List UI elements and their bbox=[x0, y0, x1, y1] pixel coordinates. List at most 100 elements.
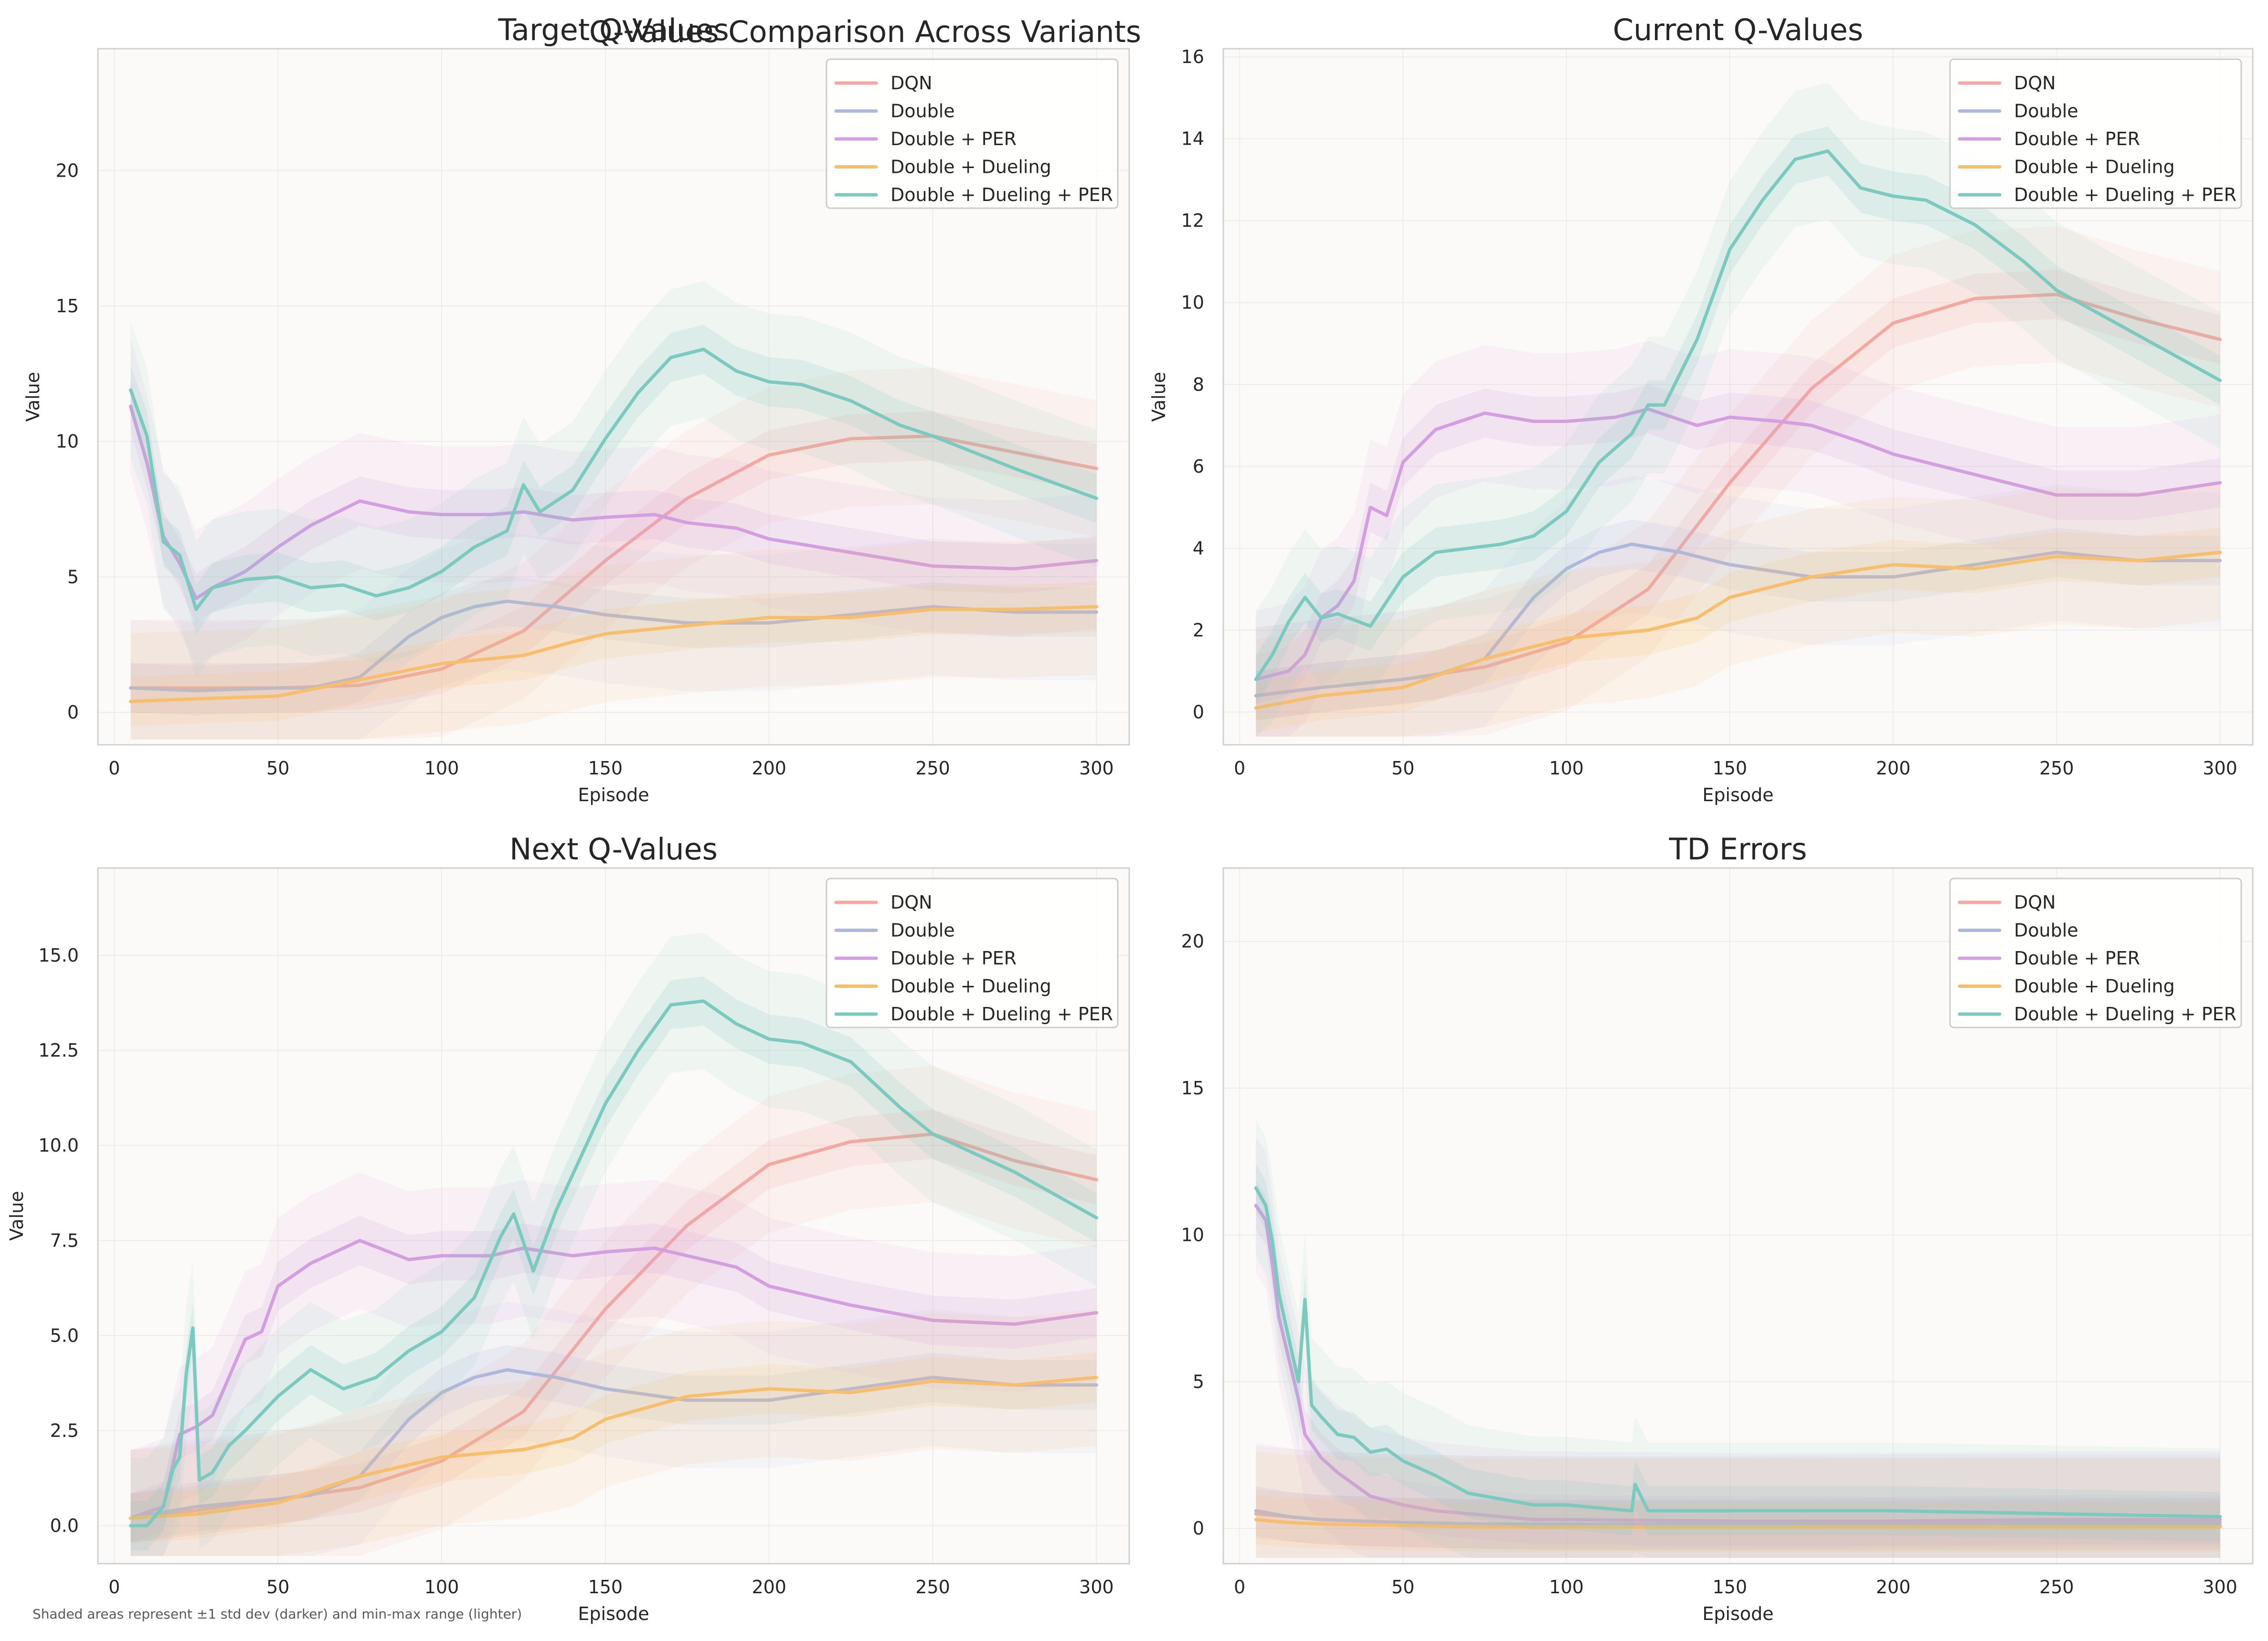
x-tick-label: 250 bbox=[2039, 1577, 2074, 1598]
x-tick-label: 250 bbox=[915, 758, 950, 779]
band-dqn bbox=[1256, 1445, 2220, 1558]
y-tick-label: 4 bbox=[1193, 538, 1204, 559]
y-tick-label: 2.5 bbox=[50, 1420, 79, 1441]
legend: DQN Double Double + PER Double + Dueling Dou… bbox=[826, 58, 1119, 209]
series-line-double-dueling-per bbox=[129, 999, 1098, 1527]
band-double-dueling bbox=[1256, 484, 2220, 737]
band-double-per bbox=[130, 338, 1097, 667]
series-line-double-per bbox=[129, 404, 1098, 601]
legend-label: Double + Dueling bbox=[2014, 976, 2175, 997]
band-dqn bbox=[130, 1066, 1097, 1556]
band-dqn bbox=[1256, 269, 2220, 720]
y-tick-label: 0 bbox=[67, 702, 79, 723]
y-tick-label: 10 bbox=[1181, 1224, 1204, 1245]
x-tick-label: 50 bbox=[266, 758, 289, 779]
y-tick-label: 20 bbox=[1181, 931, 1204, 952]
chart-title: Current Q-Values bbox=[1613, 12, 1863, 47]
band-double-dueling bbox=[130, 1309, 1097, 1556]
chart-panel-target-q-values: 0 50 100 150 200 250 300 0 5 10 15 20 Target Q-Value… bbox=[22, 12, 1130, 805]
x-tick-label: 300 bbox=[2203, 758, 2237, 779]
band-double-per bbox=[1256, 340, 2220, 737]
band-double-per bbox=[1256, 1181, 2220, 1546]
y-tick-label: 6 bbox=[1193, 456, 1204, 477]
legend-label: DQN bbox=[2014, 73, 2056, 94]
legend-label: DQN bbox=[2014, 892, 2056, 913]
band-dqn bbox=[130, 1109, 1097, 1543]
legend-box bbox=[826, 58, 1119, 209]
y-tick-label: 10.0 bbox=[38, 1135, 79, 1156]
legend-label: DQN bbox=[890, 73, 933, 94]
band-double-dueling-per bbox=[1256, 1163, 2220, 1542]
y-tick-label: 0.0 bbox=[50, 1515, 79, 1536]
legend: DQN Double Double + PER Double + Dueling Dou… bbox=[826, 878, 1119, 1028]
x-tick-label: 150 bbox=[1713, 758, 1748, 779]
x-tick-label: 0 bbox=[108, 758, 120, 779]
plot-frame bbox=[97, 867, 1130, 1565]
series-line-double bbox=[1254, 1509, 2222, 1526]
band-double bbox=[1256, 476, 2220, 737]
x-tick-label: 200 bbox=[752, 758, 786, 779]
legend-label: Double + Dueling + PER bbox=[2014, 184, 2236, 205]
x-tick-label: 50 bbox=[1391, 758, 1414, 779]
x-tick-label: 300 bbox=[1079, 1577, 1114, 1598]
band-double-dueling bbox=[130, 1353, 1097, 1543]
legend-label: Double bbox=[890, 920, 955, 941]
series-line-double bbox=[1254, 542, 2222, 698]
y-axis-label: Value bbox=[22, 372, 43, 422]
band-double bbox=[130, 1345, 1097, 1543]
band-double-dueling-per bbox=[1256, 126, 2220, 704]
legend: DQN Double Double + PER Double + Dueling Dou… bbox=[1949, 878, 2242, 1028]
y-tick-label: 15 bbox=[1181, 1078, 1204, 1099]
x-tick-label: 150 bbox=[588, 758, 623, 779]
x-tick-label: 100 bbox=[1549, 1577, 1584, 1598]
band-double bbox=[130, 533, 1097, 740]
legend-label: Double + PER bbox=[890, 128, 1017, 149]
series-line-double-dueling bbox=[1254, 1518, 2222, 1529]
band-double-dueling bbox=[1256, 528, 2220, 733]
chart-title: Next Q-Values bbox=[509, 832, 718, 867]
series-line-double-dueling-per bbox=[129, 348, 1098, 611]
legend-box bbox=[1949, 878, 2242, 1028]
x-tick-label: 0 bbox=[1234, 1577, 1245, 1598]
legend-label: DQN bbox=[890, 892, 933, 913]
figure-title: Q-Values Comparison Across Variants bbox=[589, 14, 1141, 49]
legend-label: Double bbox=[2014, 920, 2078, 941]
legend-label: Double + Dueling + PER bbox=[890, 184, 1113, 205]
series-line-double-dueling bbox=[129, 1376, 1098, 1520]
x-tick-label: 300 bbox=[1079, 758, 1114, 779]
band-double-per bbox=[130, 1216, 1097, 1543]
y-tick-label: 0 bbox=[1193, 1518, 1204, 1539]
band-double-per bbox=[1256, 1137, 2220, 1558]
series-line-double-dueling-per bbox=[1254, 1186, 2222, 1519]
x-axis-label: Episode bbox=[578, 784, 649, 805]
series-line-double-dueling bbox=[1254, 551, 2222, 710]
band-double-per bbox=[1256, 384, 2220, 704]
band-double-dueling bbox=[130, 538, 1097, 740]
band-double-dueling-per bbox=[130, 281, 1097, 678]
series-line-double bbox=[129, 599, 1098, 692]
y-tick-label: 10 bbox=[56, 431, 79, 452]
chart-panel-current-q-values: 0 50 100 150 200 250 300 0 2 4 6 8 10 12 14 16 Current Q… bbox=[1148, 12, 2254, 805]
series-line-double-dueling bbox=[129, 605, 1098, 703]
series-line-double-dueling-per bbox=[1254, 149, 2222, 681]
legend-label: Double + Dueling + PER bbox=[890, 1004, 1113, 1025]
y-tick-label: 8 bbox=[1193, 374, 1204, 395]
legend-label: Double + Dueling bbox=[890, 976, 1051, 997]
band-double-per bbox=[130, 1172, 1097, 1556]
legend-label: Double bbox=[2014, 101, 2078, 122]
x-tick-label: 150 bbox=[1713, 1577, 1748, 1598]
x-tick-label: 250 bbox=[2039, 758, 2074, 779]
band-double-per bbox=[130, 381, 1097, 624]
band-double-dueling-per bbox=[1256, 83, 2220, 737]
y-tick-label: 15 bbox=[56, 296, 79, 317]
x-tick-label: 50 bbox=[266, 1577, 289, 1598]
x-axis-label: Episode bbox=[1702, 784, 1773, 805]
y-tick-label: 16 bbox=[1181, 46, 1204, 67]
y-tick-label: 7.5 bbox=[50, 1230, 79, 1251]
x-tick-label: 50 bbox=[1391, 1577, 1414, 1598]
x-tick-label: 250 bbox=[915, 1577, 950, 1598]
y-tick-label: 14 bbox=[1181, 128, 1204, 149]
legend-box bbox=[1949, 58, 2242, 209]
chart-panel-td-errors: 0 50 100 150 200 250 300 0 5 10 15 20 TD Errors Episo… bbox=[1181, 832, 2254, 1624]
